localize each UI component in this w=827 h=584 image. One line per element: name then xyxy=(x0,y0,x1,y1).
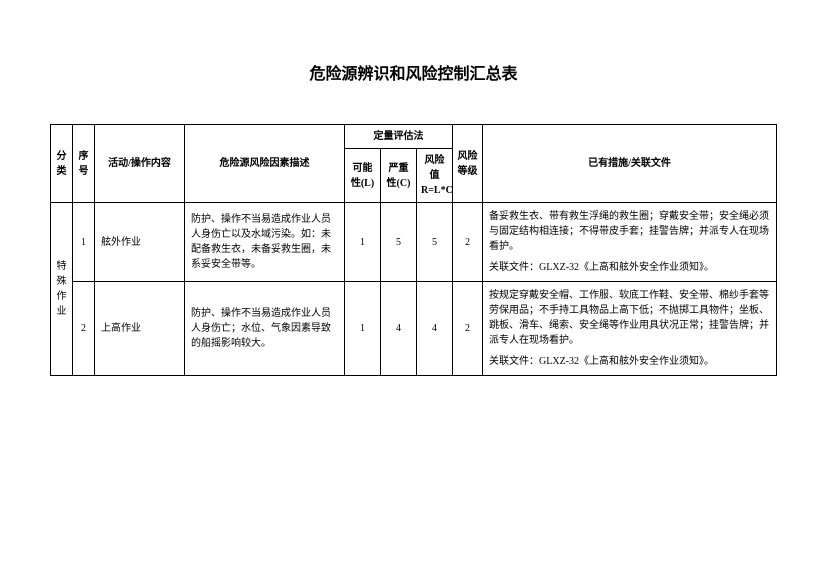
measures-text: 按规定穿戴安全帽、工作服、软底工作鞋、安全带、棉纱手套等劳保用品；不手持工具物品… xyxy=(489,288,770,348)
th-likelihood: 可能性(L) xyxy=(345,149,381,203)
cell-measures: 备妥救生衣、带有救生浮绳的救生圈；穿戴安全带；安全绳必须与固定结构相连接；不得带… xyxy=(483,203,777,282)
th-seq: 序号 xyxy=(73,125,95,203)
risk-table: 分类 序号 活动/操作内容 危险源风险因素描述 定量评估法 风险等级 已有措施/… xyxy=(50,124,777,376)
cell-seq: 1 xyxy=(73,203,95,282)
cell-level: 2 xyxy=(453,203,483,282)
table-row: 2 上高作业 防护、操作不当易造成作业人员人身伤亡；水位、气象因素导致的船摇影响… xyxy=(51,282,777,376)
related-file: 关联文件：GLXZ-32《上高和舷外安全作业须知》。 xyxy=(489,354,770,369)
th-category: 分类 xyxy=(51,125,73,203)
cell-seq: 2 xyxy=(73,282,95,376)
th-risklevel: 风险等级 xyxy=(453,125,483,203)
cell-hazard: 防护、操作不当易造成作业人员人身伤亡；水位、气象因素导致的船摇影响较大。 xyxy=(185,282,345,376)
cell-category: 特殊作业 xyxy=(51,203,73,376)
th-severity: 严重性(C) xyxy=(381,149,417,203)
cell-L: 1 xyxy=(345,203,381,282)
th-riskvalue: 风险值R=L*C xyxy=(417,149,453,203)
th-hazard: 危险源风险因素描述 xyxy=(185,125,345,203)
related-file: 关联文件：GLXZ-32《上高和舷外安全作业须知》。 xyxy=(489,260,770,275)
cell-activity: 舷外作业 xyxy=(95,203,185,282)
measures-text: 备妥救生衣、带有救生浮绳的救生圈；穿戴安全带；安全绳必须与固定结构相连接；不得带… xyxy=(489,209,770,254)
th-quant: 定量评估法 xyxy=(345,125,453,149)
cell-R: 4 xyxy=(417,282,453,376)
cell-L: 1 xyxy=(345,282,381,376)
category-label: 特殊作业 xyxy=(55,259,68,319)
cell-hazard: 防护、操作不当易造成作业人员人身伤亡以及水域污染。如：未配备救生衣，未备妥救生圈… xyxy=(185,203,345,282)
cell-C: 4 xyxy=(381,282,417,376)
th-measures: 已有措施/关联文件 xyxy=(483,125,777,203)
cell-level: 2 xyxy=(453,282,483,376)
cell-activity: 上高作业 xyxy=(95,282,185,376)
cell-C: 5 xyxy=(381,203,417,282)
cell-R: 5 xyxy=(417,203,453,282)
th-activity: 活动/操作内容 xyxy=(95,125,185,203)
page-title: 危险源辨识和风险控制汇总表 xyxy=(50,60,777,84)
cell-measures: 按规定穿戴安全帽、工作服、软底工作鞋、安全带、棉纱手套等劳保用品；不手持工具物品… xyxy=(483,282,777,376)
table-row: 特殊作业 1 舷外作业 防护、操作不当易造成作业人员人身伤亡以及水域污染。如：未… xyxy=(51,203,777,282)
